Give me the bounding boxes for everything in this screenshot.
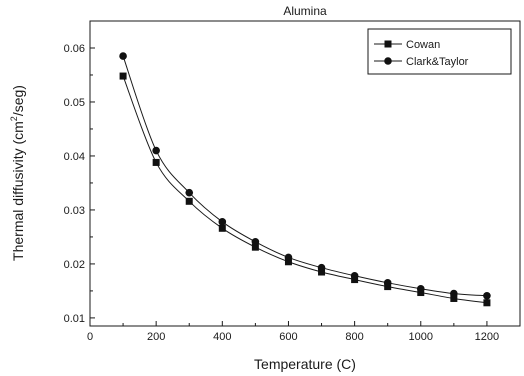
y-tick-label: 0.04 [64, 151, 85, 163]
data-point [318, 268, 326, 276]
legend-label: Clark&Taylor [406, 56, 469, 68]
data-point [218, 224, 226, 232]
y-tick-label: 0.05 [64, 97, 85, 109]
data-point [483, 291, 491, 300]
data-point [317, 263, 326, 272]
x-axis: 0 200 400 600 800 1000 1200 [87, 321, 499, 343]
y-axis-label: Thermal diffusivity (cm2/seg) [9, 85, 26, 261]
y-axis: 0.01 0.02 0.03 0.04 0.05 0.06 [64, 43, 95, 325]
data-point [251, 243, 259, 251]
series-layer [119, 52, 491, 307]
series-line [122, 55, 487, 297]
y-tick-label: 0.02 [64, 259, 85, 271]
legend-marker [384, 57, 392, 65]
data-point [450, 294, 458, 302]
legend-box [367, 28, 512, 75]
data-point [119, 72, 127, 80]
data-point [218, 218, 227, 226]
y-tick-label: 0.01 [64, 313, 85, 325]
data-point [185, 188, 194, 197]
data-point [284, 253, 293, 262]
data-point [350, 271, 359, 280]
x-tick-label: 400 [213, 331, 231, 343]
x-tick-label: 0 [87, 331, 93, 343]
x-tick-label: 800 [345, 331, 363, 343]
data-point [185, 197, 193, 205]
legend-label: Cowan [406, 39, 440, 51]
data-point [416, 284, 425, 293]
data-point [152, 158, 160, 166]
x-tick-label: 200 [147, 331, 165, 343]
data-point [152, 146, 160, 155]
y-tick-label: 0.03 [64, 205, 85, 217]
x-tick-label: 600 [279, 331, 297, 343]
x-axis-label: Temperature (C) [254, 356, 356, 372]
data-point [284, 258, 292, 266]
legend: Cowan Clark&Taylor [367, 28, 512, 75]
plot-frame [89, 20, 521, 327]
y-axis-label-superscript: 2 [9, 116, 19, 121]
y-axis-label-main: Thermal diffusivity (cm [10, 121, 26, 261]
chart-title: Alumina [283, 4, 327, 18]
series-1 [119, 72, 491, 307]
y-axis-label-tail: /seg) [10, 85, 26, 116]
x-tick-label: 1200 [475, 331, 499, 343]
x-tick-label: 1000 [409, 331, 433, 343]
data-point [119, 52, 127, 60]
series-2 [119, 52, 491, 300]
y-tick-label: 0.06 [64, 43, 85, 55]
data-point [450, 289, 458, 298]
data-point [483, 299, 491, 307]
legend-marker [384, 40, 392, 48]
series-line [122, 75, 487, 304]
data-point [383, 279, 392, 287]
data-point [251, 237, 260, 246]
legend-entries: Cowan Clark&Taylor [374, 39, 469, 68]
